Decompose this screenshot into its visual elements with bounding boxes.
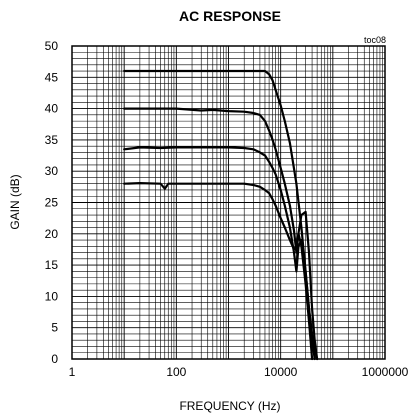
y-tick-label: 5 bbox=[51, 321, 58, 335]
series-line-3 bbox=[123, 146, 316, 361]
y-tick-label: 35 bbox=[45, 133, 59, 147]
series-group bbox=[123, 69, 319, 361]
y-tick-label: 10 bbox=[45, 289, 59, 303]
x-tick-label: 10000 bbox=[264, 365, 298, 379]
y-tick-labels: 0 5 10 15 20 25 30 35 40 45 50 bbox=[45, 39, 59, 366]
x-tick-label: 100 bbox=[166, 365, 186, 379]
y-tick-label: 20 bbox=[45, 227, 59, 241]
y-tick-label: 15 bbox=[45, 258, 59, 272]
x-tick-label: 1 bbox=[69, 365, 76, 379]
plot-frame bbox=[71, 45, 386, 360]
y-tick-label: 30 bbox=[45, 164, 59, 178]
y-tick-label: 45 bbox=[45, 70, 59, 84]
y-tick-label: 50 bbox=[45, 39, 59, 53]
y-tick-label: 25 bbox=[45, 196, 59, 210]
chart-title: AC RESPONSE bbox=[179, 8, 281, 24]
y-tick-label: 40 bbox=[45, 102, 59, 116]
x-axis-label: FREQUENCY (Hz) bbox=[179, 399, 280, 413]
x-tick-labels: 1 100 10000 1000000 bbox=[69, 365, 409, 379]
chart-annotation: toc08 bbox=[364, 35, 386, 45]
y-axis-label: GAIN (dB) bbox=[8, 174, 22, 229]
grid bbox=[71, 45, 385, 360]
series-line-2 bbox=[123, 107, 314, 361]
series-line-4 bbox=[123, 182, 319, 361]
y-tick-label: 0 bbox=[51, 352, 58, 366]
x-tick-label: 1000000 bbox=[362, 365, 409, 379]
